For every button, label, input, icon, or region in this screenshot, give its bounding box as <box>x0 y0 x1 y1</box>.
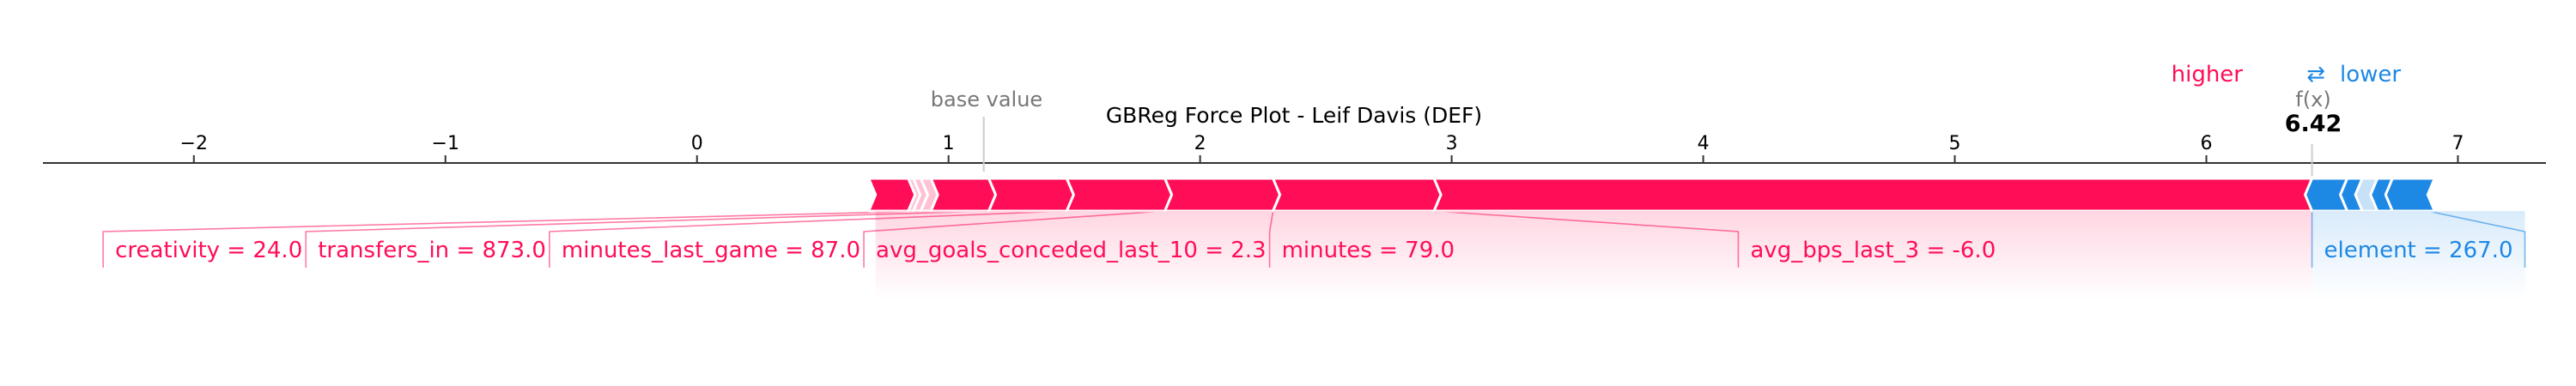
positive-feature-connector <box>102 210 932 268</box>
positive-force-bar <box>1065 177 1174 213</box>
positive-feature-label: avg_goals_conceded_last_10 = 2.3 <box>876 238 1267 263</box>
chart-title: GBReg Force Plot - Leif Davis (DEF) <box>1106 103 1482 128</box>
positive-force-fade <box>1434 211 2312 300</box>
x-tick-label: 0 <box>691 133 703 154</box>
x-tick-label: 1 <box>943 133 955 154</box>
positive-force-fade <box>913 211 921 300</box>
positive-feature-label: minutes = 79.0 <box>1282 238 1455 263</box>
x-tick-label: 5 <box>1949 133 1961 154</box>
negative-force-fade <box>2312 211 2525 300</box>
x-tick-label: 7 <box>2451 133 2464 154</box>
positive-force-bar <box>987 177 1075 213</box>
base-value-label: base value <box>931 87 1042 112</box>
positive-feature-label: transfers_in = 873.0 <box>318 238 546 263</box>
positive-force-fade <box>931 211 989 300</box>
positive-force-bar <box>867 177 917 213</box>
positive-feature-label: minutes_last_game = 87.0 <box>562 238 860 263</box>
fx-value: 6.42 <box>2285 111 2342 137</box>
legend: higher ⇄ lower <box>2172 62 2402 87</box>
force-bars <box>867 177 2525 300</box>
positive-force-fade <box>1164 211 1273 300</box>
positive-force-bar <box>1272 177 1443 213</box>
positive-feature-label: avg_bps_last_3 = -6.0 <box>1750 238 1996 263</box>
positive-force-fade <box>1273 211 1435 300</box>
x-axis-ticks: −2 −1 0 1 2 3 4 5 6 7 <box>180 133 2464 176</box>
positive-force-fade <box>1066 211 1165 300</box>
positive-force-fade <box>875 211 908 300</box>
x-tick-label: 2 <box>1194 133 1206 154</box>
x-tick-label: 3 <box>1446 133 1458 154</box>
legend-lower-label: lower <box>2340 62 2401 87</box>
x-tick-label: −1 <box>432 133 459 154</box>
positive-force-bar <box>929 177 998 213</box>
positive-force-bar <box>1432 177 2321 213</box>
positive-force-bar <box>1163 177 1282 213</box>
x-tick-label: −2 <box>180 133 208 154</box>
legend-higher-label: higher <box>2172 62 2244 87</box>
positive-feature-connector <box>305 210 989 268</box>
positive-feature-label: creativity = 24.0 <box>115 238 302 263</box>
x-tick-label: 4 <box>1698 133 1710 154</box>
negative-force-bar <box>2384 177 2436 213</box>
fx-label: f(x) <box>2295 87 2330 112</box>
legend-swap-icon: ⇄ <box>2306 62 2325 87</box>
feature-labels: avg_bps_last_3 = -6.0 minutes = 79.0 avg_g… <box>115 238 2512 263</box>
negative-feature-label: element = 267.0 <box>2324 238 2513 263</box>
positive-force-fade <box>988 211 1067 300</box>
positive-force-fade <box>908 211 914 300</box>
x-tick-label: 6 <box>2200 133 2212 154</box>
positive-force-fade <box>920 211 932 300</box>
